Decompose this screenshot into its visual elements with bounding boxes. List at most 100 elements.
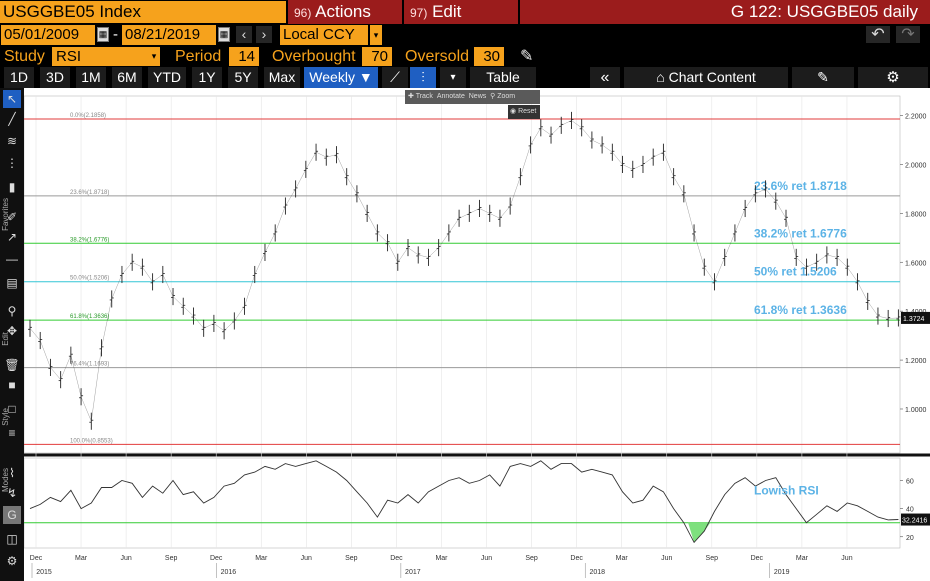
x-tick-label: Jun [120, 555, 131, 562]
zoom-label: Zoom [497, 93, 516, 100]
undo-icon[interactable]: ↶ [866, 26, 890, 43]
price-panel-frame [23, 95, 901, 454]
bar-chart-icon[interactable]: ⫶ [410, 67, 436, 88]
period-1d-button[interactable]: 1D [4, 67, 34, 88]
chart-content-label: Chart Content [668, 69, 756, 85]
color-box-icon[interactable]: ■ [8, 378, 16, 392]
trash-icon[interactable]: 🗑 [4, 358, 20, 372]
rsi-panel: Lowish RSI [24, 460, 900, 544]
fib-annotation: 38.2% ret 1.6776 [754, 226, 847, 240]
annotate-label: Annotate [436, 93, 465, 100]
rsi-panel-frame [23, 457, 901, 549]
mode-icon-2[interactable]: ↯ [6, 486, 18, 500]
x-tick-label: Dec [30, 555, 43, 562]
actions-label: Actions [315, 2, 371, 21]
price-chart[interactable]: 0.0%(2.1858) 23.6%(1.8718) 23.6% ret 1.871… [0, 88, 930, 581]
x-tick-label: Jun [481, 555, 492, 562]
redo-icon[interactable]: ↷ [896, 26, 920, 43]
year-label: 2018 [589, 569, 605, 576]
period-input[interactable]: 14 [229, 47, 259, 66]
year-label: 2016 [221, 569, 237, 576]
x-tick-label: Mar [75, 555, 88, 562]
rsi-tick-label: 40 [906, 507, 914, 514]
arrow-tool-icon[interactable]: ↗ [6, 230, 18, 244]
collapse-icon[interactable]: « [590, 67, 620, 88]
news-label: News [468, 93, 487, 100]
fill-icon[interactable]: □ [8, 402, 16, 416]
mode-icon-5[interactable]: ⚙ [6, 554, 18, 568]
line-style-icon[interactable]: ≡ [8, 426, 16, 440]
edit-num: 97) [410, 6, 428, 20]
settings-gear-icon[interactable]: ⚙ [858, 67, 928, 88]
fib-annotation: 23.6% ret 1.8718 [754, 179, 847, 193]
mode-icon-4[interactable]: ◫ [6, 532, 18, 546]
period-1y-button[interactable]: 1Y [192, 67, 222, 88]
period-5y-button[interactable]: 5Y [228, 67, 258, 88]
period-ytd-button[interactable]: YTD [148, 67, 186, 88]
calendar-icon[interactable]: ▦ [97, 27, 109, 42]
period-1m-button[interactable]: 1M [76, 67, 106, 88]
x-tick-label: Mar [616, 555, 629, 562]
end-date-input[interactable]: 08/21/2019 [122, 25, 216, 45]
frequency-select[interactable]: Weekly ▼ [304, 67, 378, 88]
rsi-line [29, 460, 899, 544]
price-tick-label: 1.0000 [905, 407, 927, 414]
mode-icon-1[interactable]: ⌇ [9, 466, 15, 480]
magnify-icon[interactable]: ⚲ [7, 304, 17, 318]
track-tool[interactable]: ✚ Track [408, 93, 433, 100]
fib-small-label: 0.0%(2.1858) [70, 113, 106, 119]
chart-content-icon: ⌂ [656, 69, 669, 85]
price-tick-label: 1.6000 [905, 260, 927, 267]
edit-chart-icon[interactable]: ✎ [792, 67, 854, 88]
start-date-input[interactable]: 05/01/2009 [1, 25, 95, 45]
rsi-last-label: 32.2416 [902, 518, 927, 525]
rsi-tick-label: 60 [906, 479, 914, 486]
annotate-tool[interactable]: Annotate [437, 93, 465, 100]
cursor-icon[interactable]: ↖ [3, 90, 21, 108]
track-label: Track [415, 93, 433, 100]
study-bar: Study RSI ▾ Period 14 Overbought 70 Over… [0, 46, 930, 67]
fib-tool-icon[interactable]: ≋ [6, 134, 18, 148]
year-label: 2015 [36, 569, 52, 576]
pencil-icon[interactable]: ✎ [520, 48, 534, 65]
news-tool[interactable]: News [469, 93, 487, 100]
chart-type-chevron-icon[interactable]: ▾ [440, 67, 466, 88]
table-button[interactable]: Table [470, 67, 536, 88]
move-icon[interactable]: ✥ [6, 324, 18, 338]
study-select[interactable]: RSI [52, 47, 148, 66]
overbought-input[interactable]: 70 [362, 47, 392, 66]
rsi-tick-label: 20 [906, 535, 914, 542]
edit-menu[interactable]: 97) Edit [404, 0, 518, 24]
prev-arrow-icon[interactable]: ‹ [236, 26, 252, 43]
reset-button[interactable]: ◉ Reset [508, 105, 540, 119]
currency-select[interactable]: Local CCY [280, 25, 368, 45]
mode-icon-3[interactable]: G [3, 506, 21, 524]
line-chart-icon[interactable]: ⟋ [382, 67, 408, 88]
bars-tool-icon[interactable]: ▮ [8, 180, 16, 194]
oversold-input[interactable]: 30 [474, 47, 504, 66]
next-arrow-icon[interactable]: › [256, 26, 272, 43]
calendar-icon-end[interactable]: ▦ [218, 27, 230, 42]
period-max-button[interactable]: Max [264, 67, 300, 88]
price-tick-label: 1.2000 [905, 358, 927, 365]
brush-icon[interactable]: ✐ [6, 210, 18, 224]
study-chevron-icon[interactable]: ▾ [148, 47, 160, 66]
price-trace [29, 120, 899, 423]
chart-toolbar: 1D 3D 1M 6M YTD 1Y 5Y Max Weekly ▼ ⟋ ⫶ ▾… [0, 67, 930, 88]
edit-label-vertical: Edit [1, 332, 10, 346]
year-label: 2019 [774, 569, 790, 576]
ticker-field[interactable]: USGGBE05 Index [0, 1, 286, 23]
chevron-down-icon[interactable]: ▾ [370, 25, 382, 45]
period-6m-button[interactable]: 6M [112, 67, 142, 88]
fib-extension-icon[interactable]: ⋮ [6, 156, 18, 170]
period-3d-button[interactable]: 3D [40, 67, 70, 88]
line-tool-icon[interactable]: ╱ [8, 112, 16, 126]
zoom-tool[interactable]: ⚲ Zoom [490, 93, 516, 100]
actions-menu[interactable]: 96) Actions [288, 0, 402, 24]
last-price-tag [901, 311, 930, 324]
rsi-oversold-fill [688, 522, 711, 543]
chart-content-button[interactable]: ⌂ Chart Content [624, 67, 788, 88]
horizontal-line-icon[interactable]: — [6, 252, 18, 266]
actions-num: 96) [294, 6, 312, 20]
ruler-icon[interactable]: ▤ [6, 276, 18, 290]
